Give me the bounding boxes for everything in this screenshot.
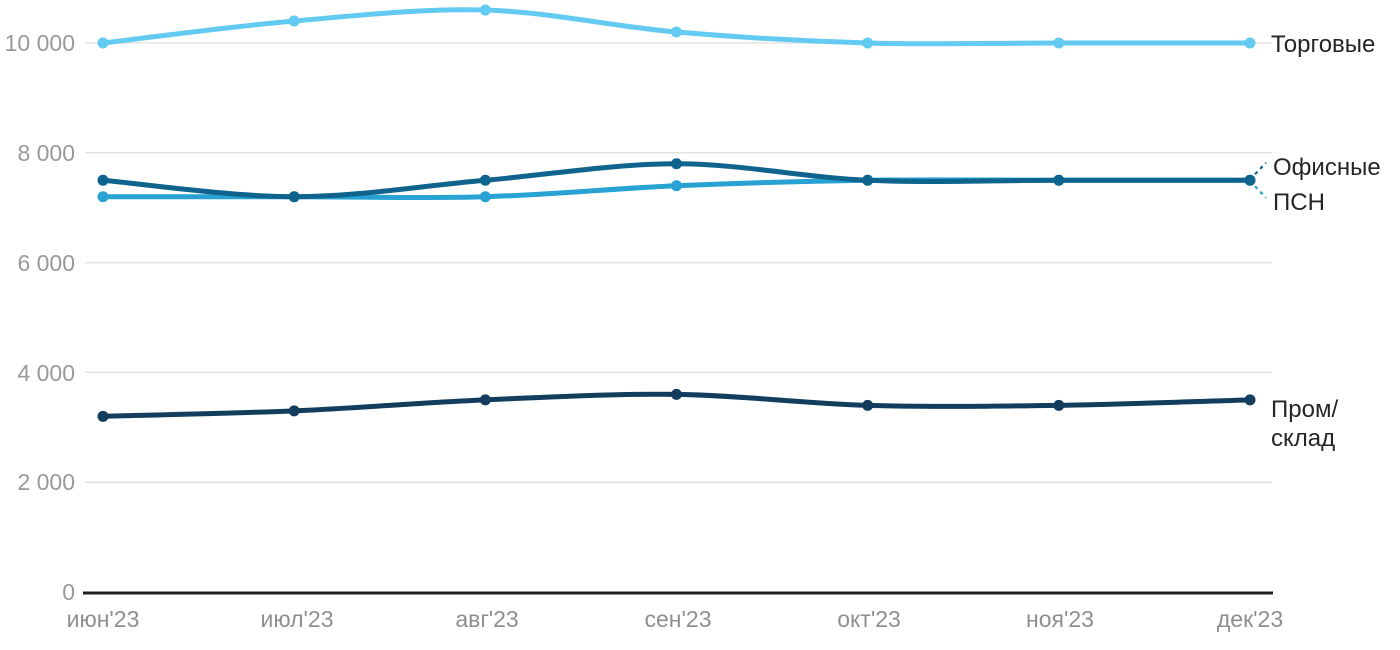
label-leader-line	[1254, 161, 1267, 176]
x-tick-label: июл'23	[260, 606, 334, 632]
label-leader-line	[1254, 185, 1267, 199]
data-point	[479, 4, 491, 16]
data-point	[1053, 37, 1065, 49]
data-point	[671, 180, 682, 192]
x-tick-label: июн'23	[66, 606, 140, 632]
data-point	[97, 174, 109, 186]
x-tick-label: сен'23	[644, 606, 712, 632]
data-point	[1053, 174, 1065, 186]
data-point	[288, 405, 300, 417]
data-point	[1244, 394, 1256, 406]
x-tick-label: авг'23	[455, 606, 519, 632]
series-label-psn: ПСН	[1273, 189, 1325, 216]
data-point	[479, 191, 491, 203]
series-label-ofisnye: Офисные	[1273, 154, 1381, 181]
data-point	[288, 15, 300, 27]
data-point	[1244, 37, 1256, 49]
y-tick-label: 6 000	[17, 250, 75, 276]
y-tick-label: 4 000	[17, 360, 75, 386]
data-point	[479, 394, 491, 406]
data-point	[671, 388, 682, 400]
data-point	[862, 399, 874, 411]
series-label-prom-sklad: Пром/склад	[1271, 396, 1339, 452]
data-point	[862, 174, 874, 186]
data-point	[1244, 174, 1256, 186]
data-point	[1053, 399, 1065, 411]
series-label-torgovye: Торговые	[1271, 31, 1376, 58]
x-tick-label: ноя'23	[1026, 606, 1094, 632]
data-point	[671, 26, 682, 38]
data-point	[862, 37, 874, 49]
y-tick-label: 10 000	[4, 30, 75, 56]
data-point	[288, 191, 300, 203]
y-tick-label: 2 000	[17, 469, 75, 495]
y-tick-label: 8 000	[17, 140, 75, 166]
x-tick-label: дек'23	[1216, 606, 1284, 632]
data-point	[479, 174, 491, 186]
data-point	[97, 37, 109, 49]
y-tick-label: 0	[62, 579, 75, 605]
data-point	[97, 191, 109, 203]
x-tick-label: окт'23	[837, 606, 901, 632]
data-point	[671, 158, 682, 170]
data-point	[97, 410, 109, 422]
